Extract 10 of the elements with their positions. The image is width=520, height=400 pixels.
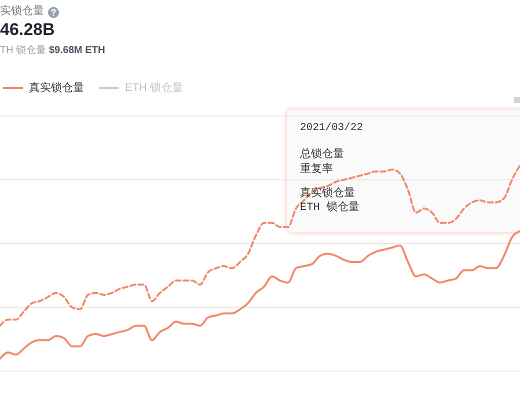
chart-subtitle: 46.28B (0, 20, 55, 40)
annotation: ETH 锁仓量 (300, 202, 360, 216)
annotation: 重复率 (300, 164, 333, 178)
chart-title: 实锁仓量 (0, 5, 44, 18)
annotation: 真实锁仓量 (300, 188, 355, 201)
legend-label: 真实锁仓量 (29, 80, 84, 95)
legend-label: ETH 锁仓量 (125, 81, 184, 95)
tooltip-panel: 2021/03/22 总锁仓量 重复率 真实锁仓量 ETH 锁仓量 (287, 110, 520, 232)
text: $9.68M ETH (49, 45, 106, 57)
text: TH 锁仓量 (0, 45, 46, 57)
